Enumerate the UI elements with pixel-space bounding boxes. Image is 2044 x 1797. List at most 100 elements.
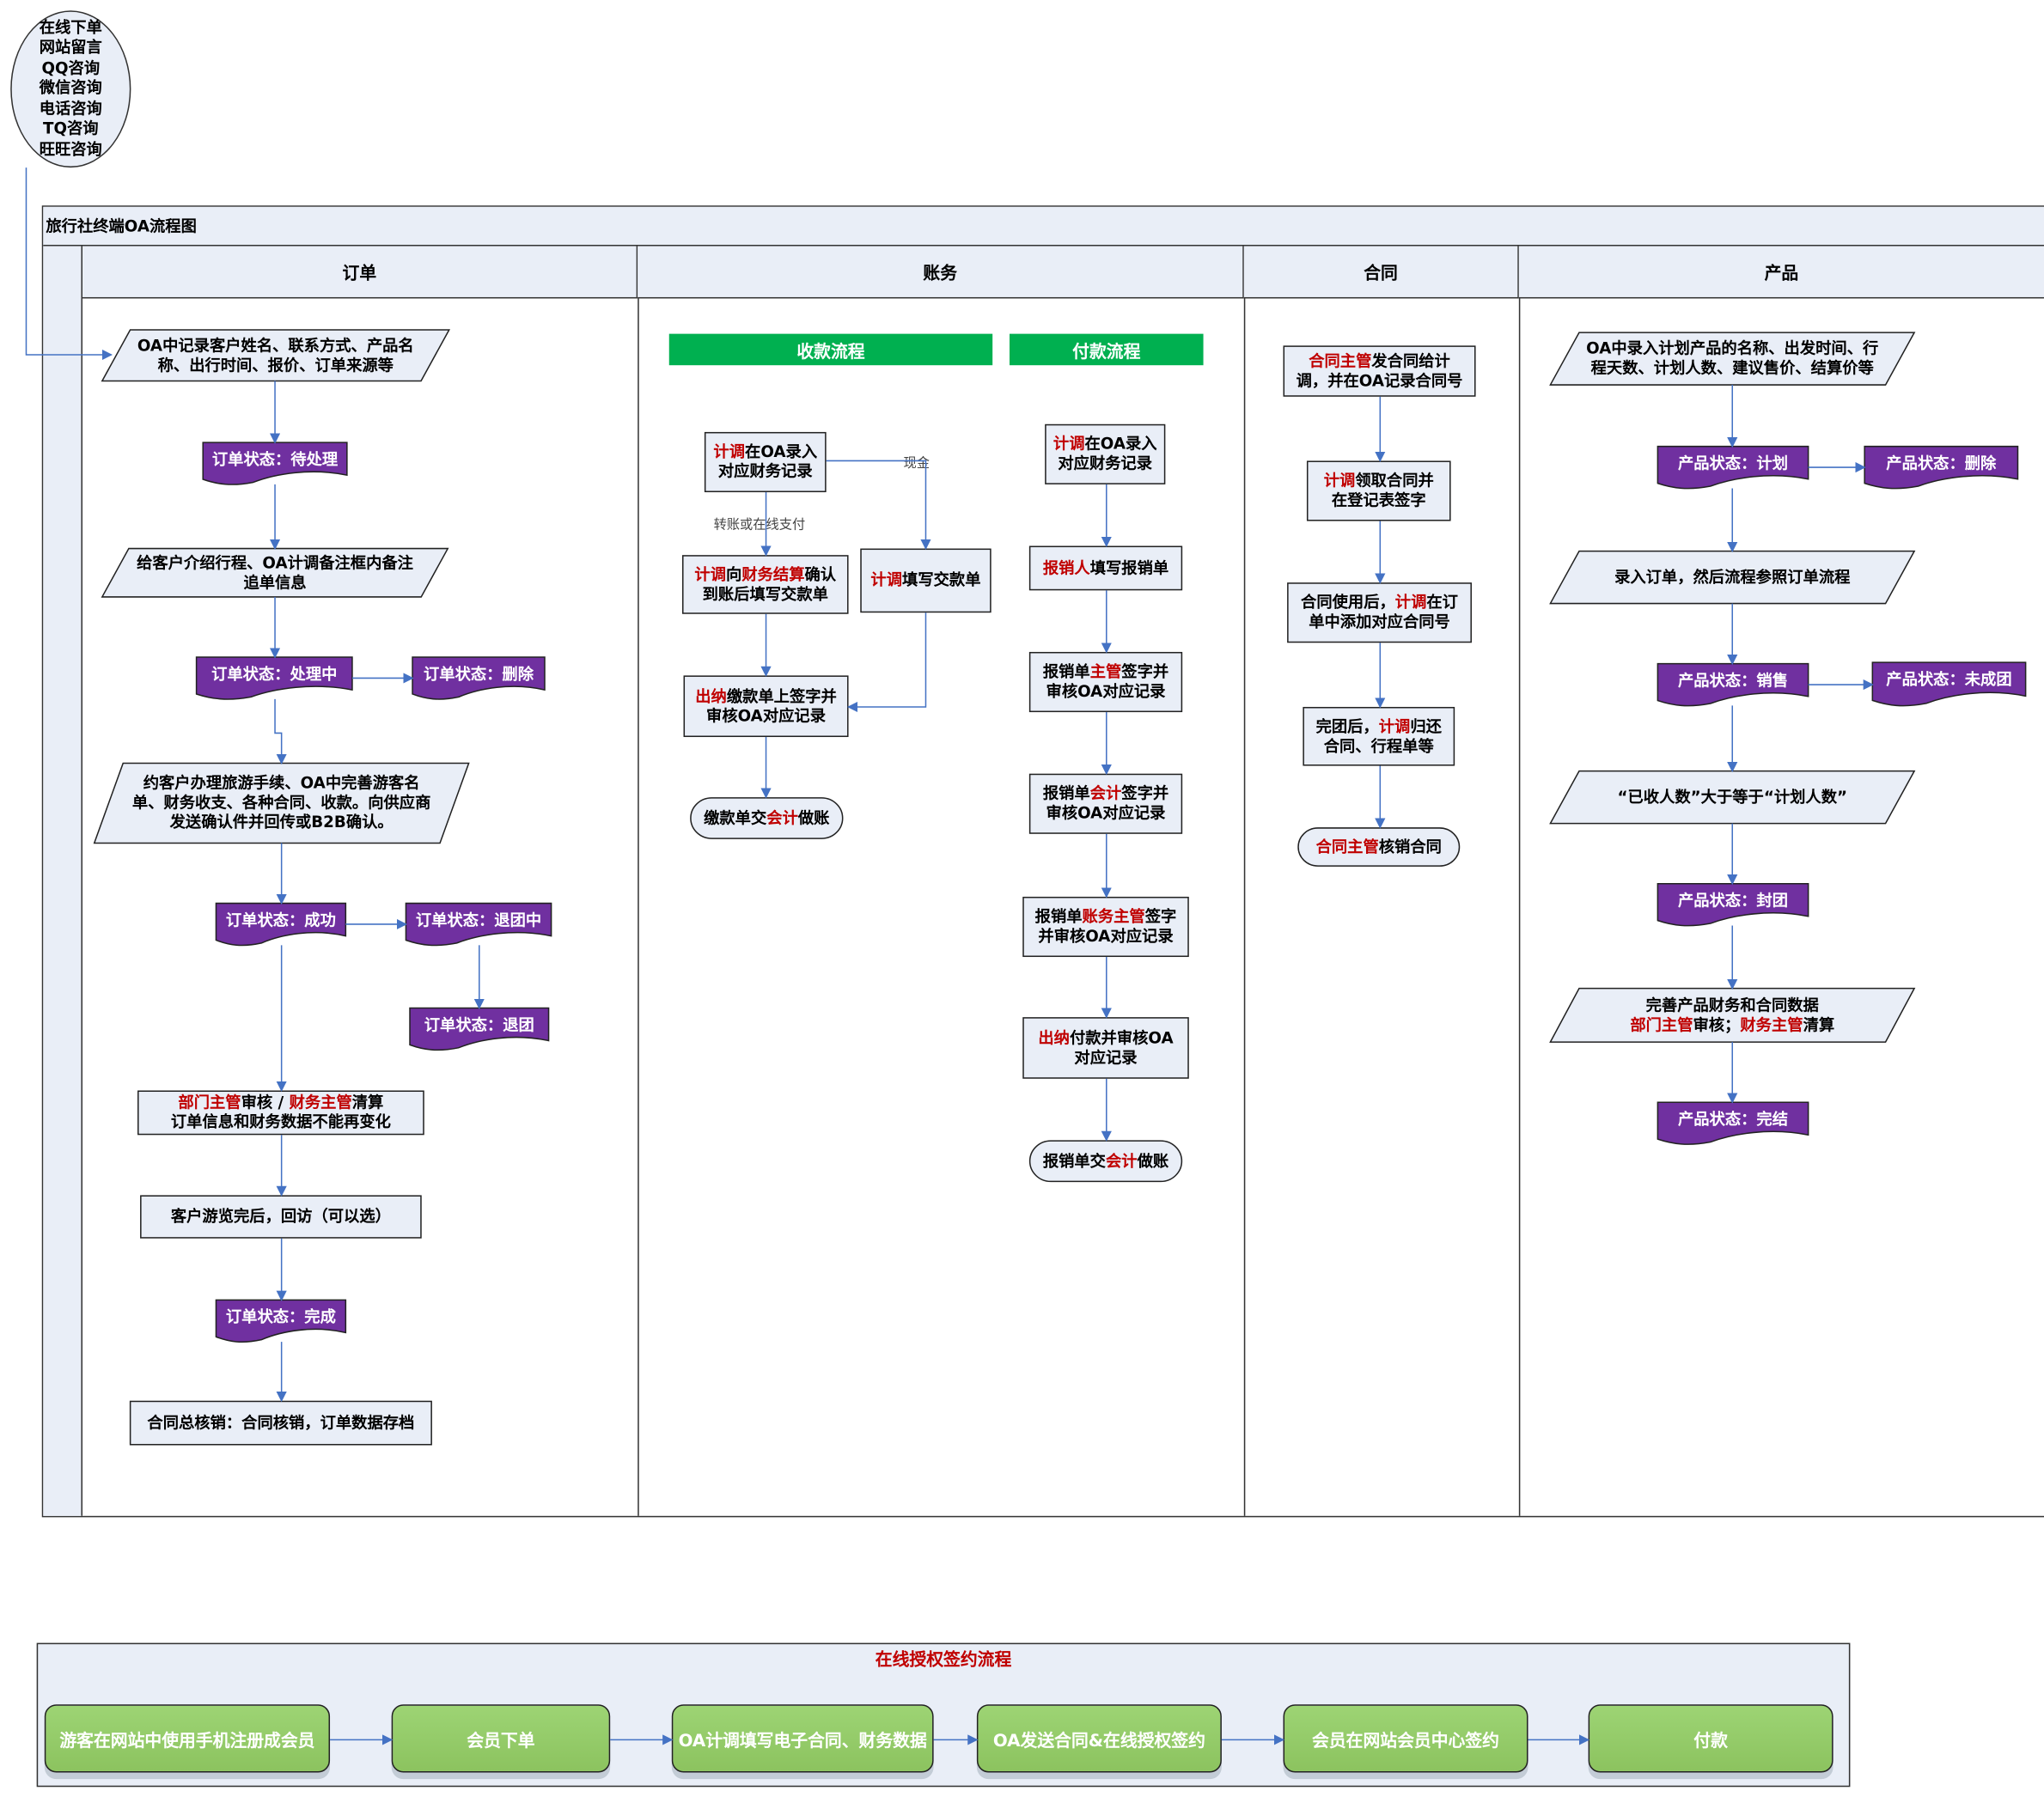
process-node-c4: 完团后，计调归还 合同、行程单等: [1303, 706, 1455, 766]
node-text: 调，并在OA记录合同号: [1296, 371, 1463, 390]
node-text: 合同总核销：合同核销，订单数据存档: [147, 1413, 415, 1432]
process-node-f3: 计调填写交款单: [860, 548, 991, 613]
node-text: 客户游览完后，回访（可以选）: [170, 1207, 391, 1226]
node-text: 签字: [1144, 907, 1177, 926]
node-text-line: 审核OA对应记录: [706, 706, 826, 726]
node-text: “已收人数”大于等于“计划人数”: [1617, 787, 1848, 807]
node-text-line: 客户游览完后，回访（可以选）: [171, 1207, 391, 1227]
signing-step-1: 游客在网站中使用手机注册成会员: [44, 1704, 331, 1773]
node-text: 完团后，: [1315, 716, 1379, 735]
process-node-c3: 合同使用后，计调在订 单中添加对应合同号: [1287, 582, 1472, 643]
node-text-line: 订单状态：处理中: [211, 664, 337, 684]
lane-header-finance: 账务: [638, 246, 1244, 299]
node-text: 签字并: [1121, 662, 1169, 681]
data-node-o1: OA中记录客户姓名、联系方式、产品名 称、出行时间、报价、订单来源等: [101, 329, 451, 382]
data-node-o3: 给客户介绍行程、OA计调备注框内备注 追单信息: [101, 547, 449, 598]
role-highlight: 账务主管: [1082, 907, 1145, 926]
status-node-r3: 产品状态：删除: [1864, 445, 2019, 490]
node-text-line: 报销单交会计做账: [1043, 1151, 1168, 1171]
terminal-node-c5: 合同主管核销合同: [1297, 827, 1461, 867]
lane-divider: [1243, 298, 1246, 1516]
node-text-line: 报销单账务主管签字: [1035, 907, 1177, 927]
node-text-line: 对应财务记录: [1058, 454, 1152, 474]
edge-label-cash: 现金: [903, 451, 930, 472]
node-text: OA中录入计划产品的名称、出发时间、行: [1586, 338, 1879, 358]
node-text: 产品状态：计划: [1677, 454, 1789, 472]
node-text-line: 报销人填写报销单: [1043, 558, 1168, 578]
node-text: OA中记录客户姓名、联系方式、产品名: [137, 335, 414, 355]
process-node-p4: 报销单会计签字并 审核OA对应记录: [1028, 773, 1183, 834]
node-text-line: 订单状态：退团: [424, 1015, 534, 1035]
node-text-line: 计调在OA录入: [1053, 435, 1157, 454]
process-node-o10: 部门主管审核 / 财务主管清算 订单信息和财务数据不能再变化: [137, 1090, 424, 1136]
node-text: 合同使用后，: [1301, 593, 1395, 612]
process-node-p1: 计调在OA录入 对应财务记录: [1045, 423, 1166, 484]
node-text: 报销单交: [1042, 1151, 1106, 1170]
data-node-r4: 录入订单，然后流程参照订单流程: [1549, 550, 1916, 605]
lane-side-strip: [43, 246, 83, 1516]
node-text: 填写交款单: [902, 570, 981, 589]
node-text-line: 出纳付款并审核OA: [1038, 1028, 1173, 1048]
swimlane-frame: [41, 205, 2044, 1518]
node-text: 订单状态：处理中: [211, 664, 338, 683]
node-text-line: 订单状态：删除: [424, 664, 534, 684]
role-highlight: 计调: [1323, 471, 1356, 490]
node-text: 签字并: [1121, 783, 1169, 803]
node-text-line: OA中记录客户姓名、联系方式、产品名: [137, 336, 414, 356]
node-text-line: 完善产品财务和合同数据: [1646, 996, 1819, 1015]
node-text-line: 发送确认件并回传或B2B确认。: [170, 813, 394, 832]
lane-divider: [638, 298, 639, 1516]
node-text: 称、出行时间、报价、订单来源等: [157, 355, 394, 375]
node-text-line: 完团后，计调归还: [1316, 716, 1442, 736]
node-text: 产品状态：销售: [1677, 671, 1789, 690]
online-signing-panel: [36, 1642, 1851, 1788]
node-text: 审核；: [1693, 1014, 1741, 1034]
node-text: 报销单: [1042, 662, 1090, 681]
node-text: 发送确认件并回传或B2B确认。: [169, 813, 394, 831]
node-text: 订单信息和财务数据不能再变化: [170, 1112, 391, 1131]
diagram-title: 旅行社终端OA流程图: [43, 206, 2044, 247]
node-text: 给客户介绍行程、OA计调备注框内备注: [137, 552, 413, 572]
node-text: 录入订单，然后流程参照订单流程: [1614, 567, 1851, 586]
node-text: 核销合同: [1378, 837, 1442, 856]
data-node-r1: OA中录入计划产品的名称、出发时间、行 程天数、计划人数、建议售价、结算价等: [1549, 332, 1916, 386]
node-text: 完善产品财务和合同数据: [1645, 996, 1819, 1014]
role-highlight: 财务结算: [741, 564, 805, 583]
node-text-line: 合同总核销：合同核销，订单数据存档: [147, 1413, 414, 1433]
node-text: 合同、行程单等: [1323, 736, 1434, 755]
lane-header-order: 订单: [82, 246, 638, 299]
node-text-line: “已收人数”大于等于“计划人数”: [1617, 788, 1847, 807]
inquiry-source-item: 在线下单: [39, 17, 102, 37]
node-text: 审核 /: [241, 1093, 290, 1112]
role-highlight: 会计: [1089, 783, 1122, 803]
role-highlight: 部门主管: [178, 1093, 241, 1112]
inquiry-source-item: 网站留言: [39, 38, 102, 57]
node-text-line: 称、出行时间、报价、订单来源等: [158, 356, 394, 375]
inquiry-source-item: 微信咨询: [39, 78, 102, 98]
node-text-line: 合同、行程单等: [1324, 736, 1434, 756]
role-highlight: 计调: [870, 570, 903, 589]
terminal-node-p7: 报销单交会计做账: [1028, 1140, 1183, 1183]
node-text: 对应记录: [1074, 1047, 1138, 1067]
node-text-line: 单中添加对应合同号: [1309, 612, 1450, 632]
node-text-line: 单、财务收支、各种合同、收款。向供应商: [132, 794, 430, 813]
inquiry-source-item: QQ咨询: [41, 58, 101, 77]
node-text-line: 追单信息: [243, 573, 306, 593]
payment-flow-header: 付款流程: [1010, 333, 1204, 366]
node-text: 领取合同并: [1355, 471, 1434, 490]
node-text-line: 程天数、计划人数、建议售价、结算价等: [1591, 359, 1874, 379]
node-text: 产品状态：未成团: [1886, 670, 2012, 689]
node-text: 审核OA对应记录: [1046, 803, 1166, 823]
process-node-f2: 计调向财务结算确认 到账后填写交款单: [682, 555, 849, 614]
node-text-line: 合同使用后，计调在订: [1301, 593, 1458, 612]
node-text-line: 计调填写交款单: [870, 570, 980, 590]
node-text-line: 产品状态：删除: [1886, 454, 1996, 473]
data-node-r9: 完善产品财务和合同数据 部门主管审核；财务主管清算: [1549, 987, 1916, 1043]
node-text-line: 订单状态：完成: [226, 1307, 336, 1327]
node-text-line: 在登记表签字: [1332, 491, 1426, 511]
status-node-o8: 订单状态：退团中: [405, 902, 552, 947]
node-text-line: 产品状态：销售: [1678, 671, 1788, 691]
status-node-r8: 产品状态：封团: [1657, 882, 1809, 927]
node-text: 在OA录入: [1084, 434, 1157, 454]
